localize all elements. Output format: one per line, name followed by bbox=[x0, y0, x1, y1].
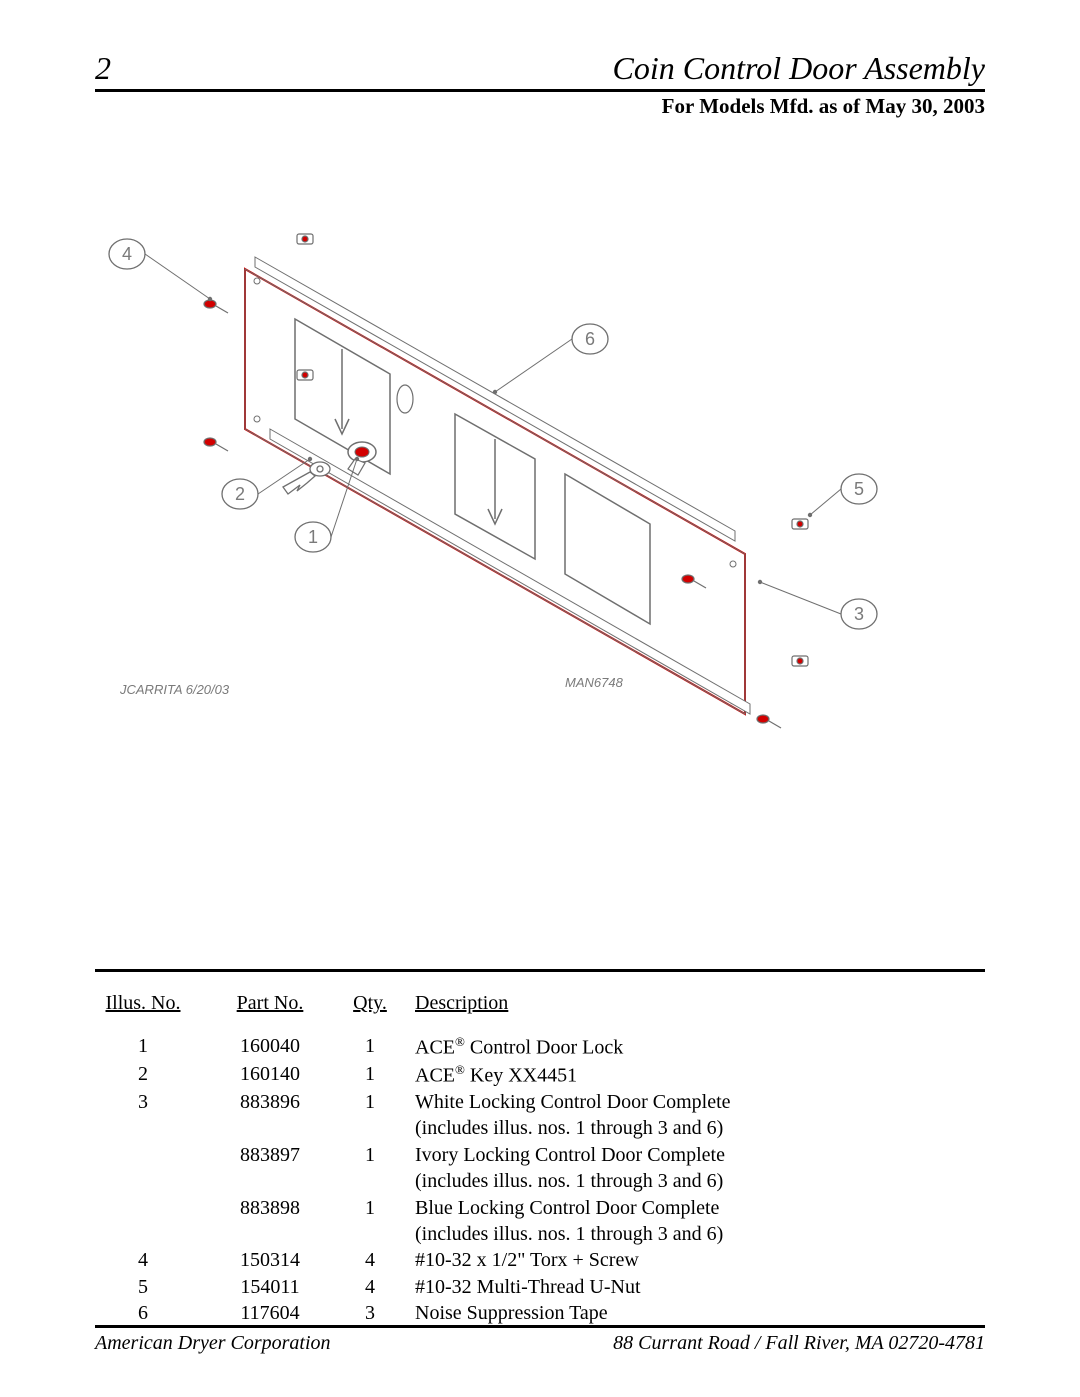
cell-qty: 1 bbox=[335, 1089, 405, 1115]
cell-desc: Blue Locking Control Door Complete bbox=[415, 1195, 985, 1221]
cell-part: 160140 bbox=[215, 1061, 325, 1089]
svg-text:4: 4 bbox=[122, 244, 132, 264]
cell-desc: ACE® Key XX4451 bbox=[415, 1061, 985, 1089]
table-row: 5 154011 4 #10-32 Multi-Thread U-Nut bbox=[95, 1274, 985, 1300]
cell-illus bbox=[95, 1168, 205, 1194]
cell-part: 883897 bbox=[215, 1142, 325, 1168]
cell-desc: Ivory Locking Control Door Complete bbox=[415, 1142, 985, 1168]
cell-qty bbox=[335, 1221, 405, 1247]
cell-qty: 1 bbox=[335, 1195, 405, 1221]
cell-qty: 1 bbox=[335, 1142, 405, 1168]
cell-qty: 1 bbox=[335, 1033, 405, 1061]
key bbox=[283, 462, 330, 494]
cell-desc: White Locking Control Door Complete bbox=[415, 1089, 985, 1115]
table-row: 2 160140 1 ACE® Key XX4451 bbox=[95, 1061, 985, 1089]
cell-illus bbox=[95, 1195, 205, 1221]
parts-table-header: Illus. No. Part No. Qty. Description bbox=[95, 992, 985, 1015]
svg-text:6: 6 bbox=[585, 329, 595, 349]
page-number: 2 bbox=[95, 50, 111, 87]
svg-text:5: 5 bbox=[854, 479, 864, 499]
cell-desc: (includes illus. nos. 1 through 3 and 6) bbox=[415, 1115, 985, 1141]
table-row: 3 883896 1 White Locking Control Door Compl… bbox=[95, 1089, 985, 1115]
col-header-qty: Qty. bbox=[335, 992, 405, 1015]
cell-illus bbox=[95, 1221, 205, 1247]
cell-qty: 4 bbox=[335, 1247, 405, 1273]
svg-text:1: 1 bbox=[308, 527, 318, 547]
cell-illus: 6 bbox=[95, 1300, 205, 1326]
cell-desc: (includes illus. nos. 1 through 3 and 6) bbox=[415, 1168, 985, 1194]
col-header-desc: Description bbox=[415, 992, 985, 1015]
diagram-credit: JCARRITA 6/20/03 bbox=[119, 682, 230, 697]
cell-part bbox=[215, 1221, 325, 1247]
table-row: 883897 1 Ivory Locking Control Door Comple… bbox=[95, 1142, 985, 1168]
cell-part: 154011 bbox=[215, 1274, 325, 1300]
subtitle-row: For Models Mfd. as of May 30, 2003 bbox=[95, 94, 985, 119]
cell-qty bbox=[335, 1115, 405, 1141]
footer: American Dryer Corporation 88 Currant Ro… bbox=[95, 1325, 985, 1355]
cell-desc: #10-32 x 1/2" Torx + Screw bbox=[415, 1247, 985, 1273]
cell-illus bbox=[95, 1115, 205, 1141]
cell-part: 150314 bbox=[215, 1247, 325, 1273]
cell-part bbox=[215, 1168, 325, 1194]
col-header-illus: Illus. No. bbox=[95, 992, 205, 1015]
cell-desc: ACE® Control Door Lock bbox=[415, 1033, 985, 1061]
footer-right: 88 Currant Road / Fall River, MA 02720-4… bbox=[613, 1332, 985, 1355]
table-row: 883898 1 Blue Locking Control Door Complet… bbox=[95, 1195, 985, 1221]
parts-table-body: 1 160040 1 ACE® Control Door Lock 2 160140 1 AC… bbox=[95, 1033, 985, 1327]
cell-desc: #10-32 Multi-Thread U-Nut bbox=[415, 1274, 985, 1300]
exploded-diagram: 4 6 2 1 5 3 JCARRITA 6/20/03 MAN6748 bbox=[95, 179, 985, 739]
cell-qty: 1 bbox=[335, 1061, 405, 1089]
svg-text:3: 3 bbox=[854, 604, 864, 624]
cell-qty: 4 bbox=[335, 1274, 405, 1300]
control-door-panel bbox=[245, 269, 745, 714]
page-title: Coin Control Door Assembly bbox=[613, 50, 985, 87]
table-row: (includes illus. nos. 1 through 3 and 6) bbox=[95, 1115, 985, 1141]
cell-part bbox=[215, 1115, 325, 1141]
col-header-part: Part No. bbox=[215, 992, 325, 1015]
table-row: 6 117604 3 Noise Suppression Tape bbox=[95, 1300, 985, 1326]
parts-table: Illus. No. Part No. Qty. Description 116… bbox=[95, 969, 985, 1327]
table-row: (includes illus. nos. 1 through 3 and 6) bbox=[95, 1221, 985, 1247]
footer-left: American Dryer Corporation bbox=[95, 1332, 331, 1355]
cell-qty: 3 bbox=[335, 1300, 405, 1326]
page: 2 Coin Control Door Assembly For Models … bbox=[0, 0, 1080, 1397]
table-row: 1 160040 1 ACE® Control Door Lock bbox=[95, 1033, 985, 1061]
cell-illus: 4 bbox=[95, 1247, 205, 1273]
cell-illus: 5 bbox=[95, 1274, 205, 1300]
header: 2 Coin Control Door Assembly bbox=[95, 50, 985, 92]
cell-illus: 1 bbox=[95, 1033, 205, 1061]
table-row: (includes illus. nos. 1 through 3 and 6) bbox=[95, 1168, 985, 1194]
cell-qty bbox=[335, 1168, 405, 1194]
svg-text:2: 2 bbox=[235, 484, 245, 504]
cell-part: 117604 bbox=[215, 1300, 325, 1326]
subtitle: For Models Mfd. as of May 30, 2003 bbox=[662, 94, 985, 118]
cell-illus bbox=[95, 1142, 205, 1168]
table-row: 4 150314 4 #10-32 x 1/2" Torx + Screw bbox=[95, 1247, 985, 1273]
cell-illus: 3 bbox=[95, 1089, 205, 1115]
cell-part: 883896 bbox=[215, 1089, 325, 1115]
cell-illus: 2 bbox=[95, 1061, 205, 1089]
cell-part: 883898 bbox=[215, 1195, 325, 1221]
cell-part: 160040 bbox=[215, 1033, 325, 1061]
cell-desc: (includes illus. nos. 1 through 3 and 6) bbox=[415, 1221, 985, 1247]
diagram-doc-id: MAN6748 bbox=[565, 675, 624, 690]
cell-desc: Noise Suppression Tape bbox=[415, 1300, 985, 1326]
